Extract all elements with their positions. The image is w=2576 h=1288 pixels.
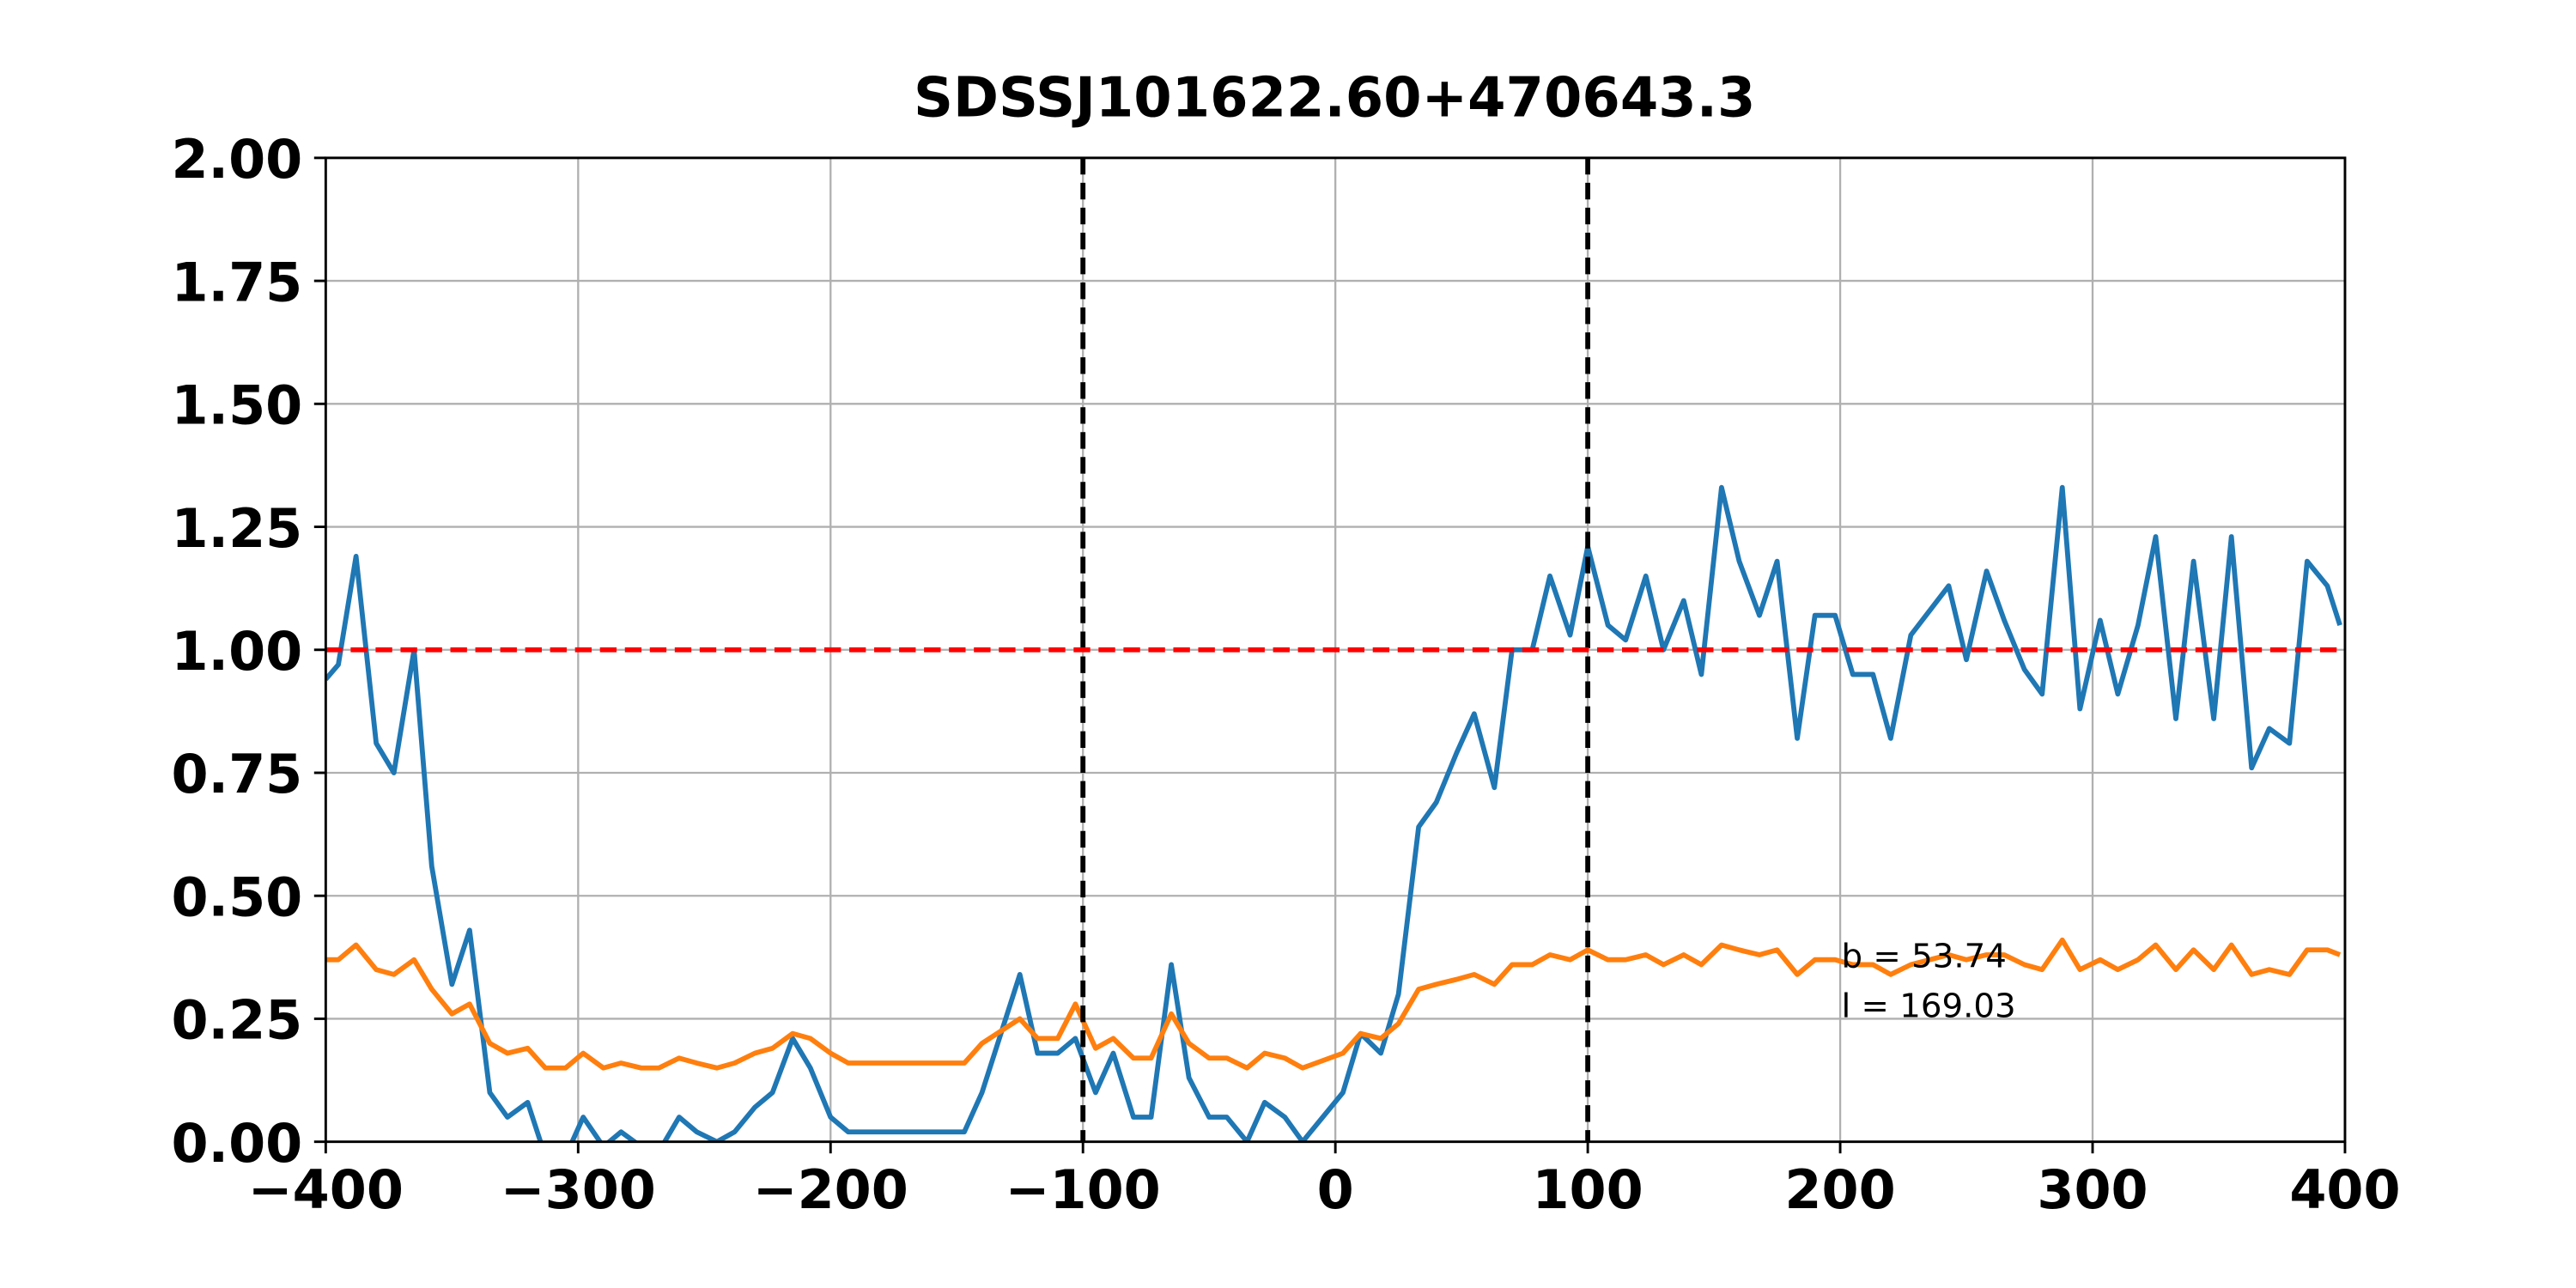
x-tick-label: 300 [2037,1159,2148,1221]
y-tick-label: 0.00 [171,1113,302,1175]
x-tick-label: −200 [753,1159,908,1221]
data-line [325,484,2342,1142]
plot-area [325,157,2345,1142]
x-tick-label: 200 [1784,1159,1895,1221]
y-tick-label: 0.25 [171,990,302,1052]
labels: −400 −300 −200 −100 0 100 200 300 400 0.00 0.25 0.5… [171,129,2400,1221]
x-tick-label: 100 [1532,1159,1643,1221]
y-tick-label: 2.00 [171,129,302,191]
x-tick-label: −100 [1005,1159,1161,1221]
chart-title: SDSSJ101622.60+470643.3 [914,66,1755,130]
data-line [325,937,2342,1071]
y-tick-label: 1.50 [171,375,302,437]
x-tick-label: −300 [501,1159,656,1221]
y-tick-label: 1.25 [171,498,302,560]
x-tick-label: −400 [248,1159,404,1221]
y-tick-label: 0.75 [171,744,302,805]
x-tick-label: 0 [1317,1159,1354,1221]
annotation: b = 53.74 [1842,937,2007,975]
y-tick-label: 0.50 [171,866,302,928]
y-tick-label: 1.00 [171,621,302,683]
y-tick-label: 1.75 [171,252,302,313]
annotation: l = 169.03 [1842,987,2016,1026]
x-tick-label: 400 [2289,1159,2400,1221]
